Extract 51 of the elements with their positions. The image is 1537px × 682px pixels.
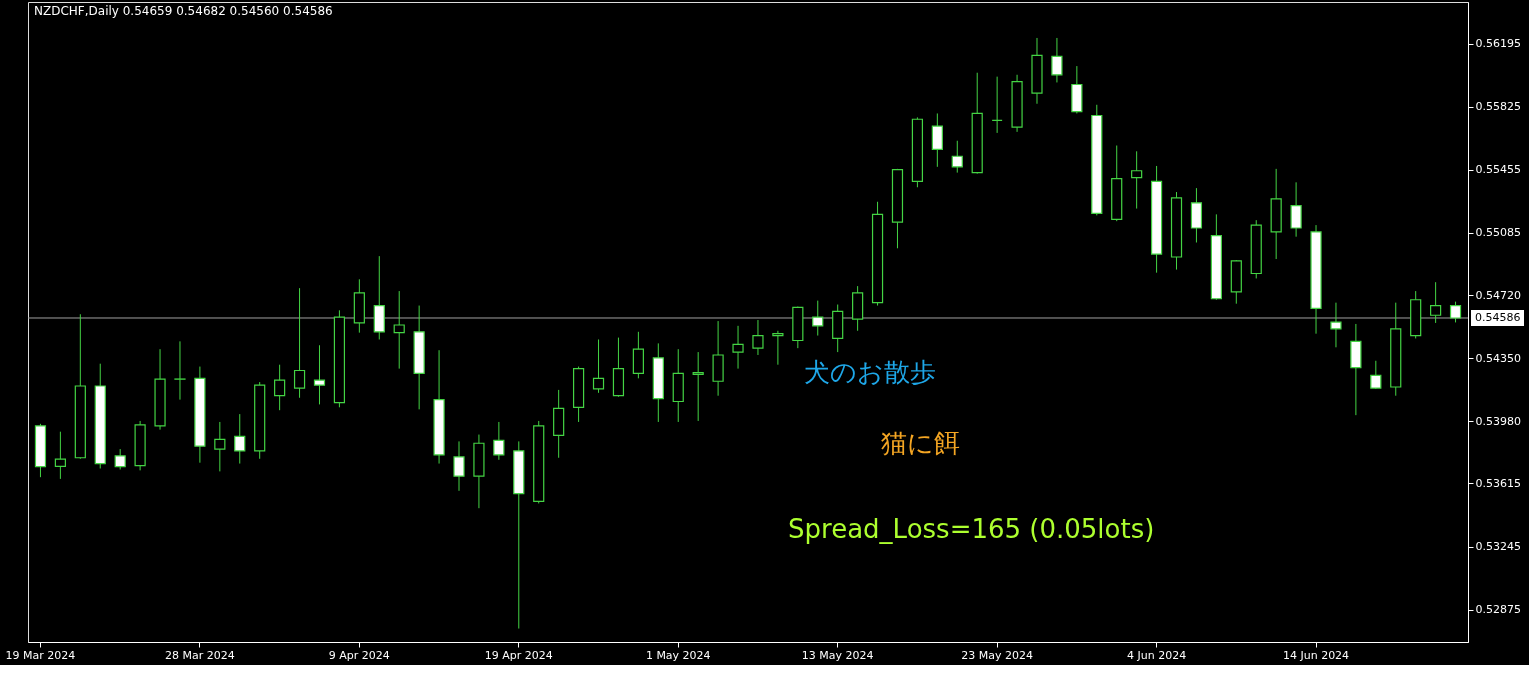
x-tick-label: 19 Mar 2024 — [5, 648, 76, 662]
chart-title: NZDCHF,Daily 0.54659 0.54682 0.54560 0.54586 — [34, 4, 333, 18]
candlestick — [274, 364, 286, 411]
candlestick — [1290, 181, 1302, 238]
candlestick — [951, 140, 963, 174]
candlestick — [1330, 302, 1342, 348]
x-tick-label: 4 Jun 2024 — [1126, 648, 1187, 662]
y-tick-label: 0.55825 — [1475, 100, 1521, 114]
x-tick-label: 19 Apr 2024 — [484, 648, 553, 662]
candlestick — [991, 76, 1003, 134]
annotation: Spread_Loss=165 (0.05lots) — [788, 514, 1155, 544]
x-tick-label: 28 Mar 2024 — [165, 648, 235, 662]
candlestick — [493, 421, 505, 461]
x-tick-label: 1 May 2024 — [645, 648, 711, 662]
annotation: 犬のお散歩 — [804, 357, 937, 388]
candlestick — [1131, 150, 1143, 210]
y-tick-label: 0.55455 — [1475, 163, 1521, 177]
x-tick-label: 14 Jun 2024 — [1282, 648, 1350, 662]
candlestick — [453, 440, 465, 492]
candlestick — [313, 344, 326, 405]
y-tick-label: 0.54720 — [1475, 288, 1521, 302]
y-tick-label: 0.52875 — [1475, 603, 1521, 617]
candlestick — [732, 325, 744, 370]
y-tick-label: 0.55085 — [1475, 226, 1521, 240]
candlestick — [1430, 281, 1442, 324]
candlestick — [393, 290, 405, 370]
candlestick — [1370, 360, 1382, 390]
candlestick — [1449, 301, 1462, 323]
candlestick — [234, 413, 246, 465]
ref-line-label: 0.54586 — [1475, 310, 1521, 324]
candlestick — [114, 448, 126, 471]
candlestick — [752, 319, 764, 356]
candlestick — [214, 421, 226, 472]
y-tick-label: 0.53615 — [1475, 476, 1521, 490]
x-tick-label: 13 May 2024 — [801, 648, 874, 662]
y-tick-label: 0.53980 — [1475, 414, 1521, 428]
candlestick — [293, 287, 306, 399]
candlestick — [174, 340, 186, 401]
x-tick-label: 23 May 2024 — [961, 648, 1033, 662]
y-tick-label: 0.54350 — [1475, 351, 1521, 365]
y-tick-label: 0.53245 — [1475, 540, 1521, 554]
candlestick — [692, 351, 704, 422]
candlestick — [772, 330, 784, 366]
candlestick — [592, 338, 605, 394]
x-tick-label: 9 Apr 2024 — [328, 648, 390, 662]
candlestick — [812, 300, 824, 337]
y-tick-label: 0.56195 — [1475, 37, 1521, 51]
annotation: 猫に餌 — [881, 427, 961, 458]
candlestick — [54, 431, 66, 480]
candlestick — [1051, 37, 1063, 83]
candlestick — [931, 112, 943, 168]
